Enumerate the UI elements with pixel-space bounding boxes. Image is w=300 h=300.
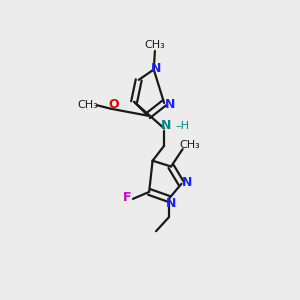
Text: CH₃: CH₃ — [179, 140, 200, 150]
Text: N: N — [182, 176, 192, 189]
Text: CH₃: CH₃ — [77, 100, 98, 110]
Text: N: N — [151, 62, 162, 75]
Text: N: N — [161, 119, 171, 132]
Text: N: N — [166, 196, 177, 209]
Text: O: O — [109, 98, 119, 111]
Text: N: N — [165, 98, 175, 111]
Text: –H: –H — [175, 121, 189, 130]
Text: F: F — [123, 191, 131, 204]
Text: CH₃: CH₃ — [145, 40, 165, 50]
